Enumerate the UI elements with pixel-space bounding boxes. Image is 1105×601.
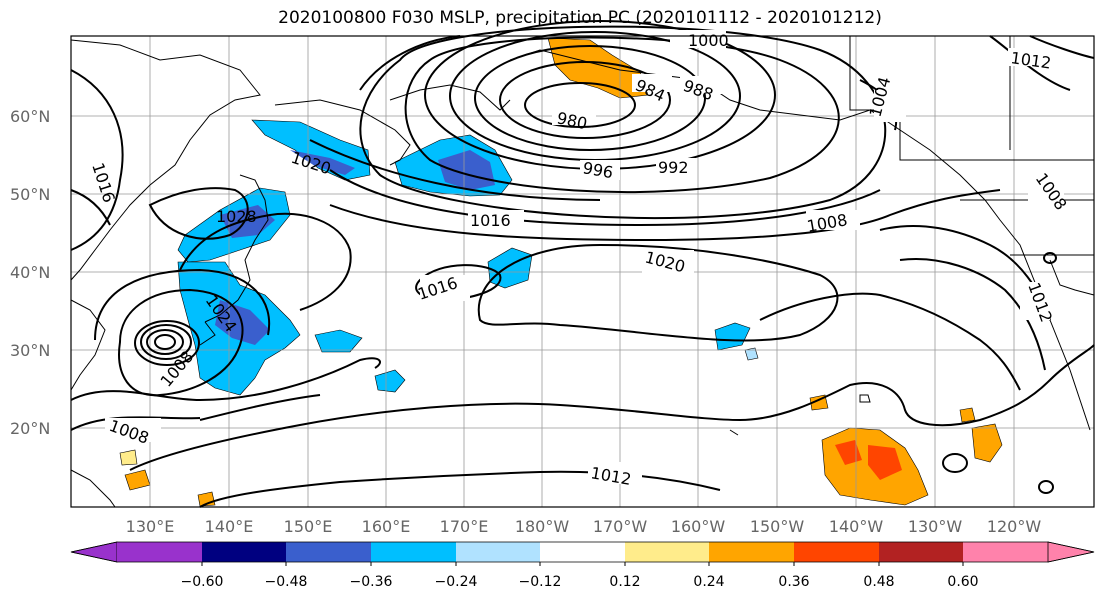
neg-region-kuril-core xyxy=(290,150,355,175)
pos-region-east-3 xyxy=(959,407,976,423)
lon-label: 160°W xyxy=(671,517,726,536)
colorbar-outline xyxy=(70,541,1095,563)
lon-label: 130°E xyxy=(126,517,175,536)
colorbar-swatch xyxy=(286,542,371,562)
colorbar-tick-label: −0.60 xyxy=(181,574,224,590)
colorbar-tick-label: −0.36 xyxy=(350,574,393,590)
lon-label: 130°W xyxy=(908,517,963,536)
longitude-labels: 130°E 140°E 150°E 160°E 170°E 180°W 170°… xyxy=(126,517,1042,536)
lon-label: 150°W xyxy=(750,517,805,536)
lon-label: 140°W xyxy=(829,517,884,536)
colorbar-tick-label: 0.48 xyxy=(863,574,894,590)
neg-region-pacific-4 xyxy=(374,369,406,393)
colorbar-ticks: −0.60 −0.48 −0.36 −0.24 −0.12 0.12 0.24 … xyxy=(181,574,979,590)
colorbar-swatch xyxy=(456,542,540,562)
colorbar-swatch xyxy=(202,542,286,562)
neg-region-pacific-5 xyxy=(744,347,759,361)
map-panel: 1000 980 984 988 992 996 1004 1012 1016 … xyxy=(70,20,1095,508)
colorbar-swatch xyxy=(794,542,879,562)
map-title: 2020100800 F030 MSLP, precipitation PC (… xyxy=(278,8,882,28)
lat-label-20n: 20°N xyxy=(10,419,50,438)
lon-label: 160°E xyxy=(362,517,411,536)
lat-label-60n: 60°N xyxy=(10,107,50,126)
lon-label: 150°E xyxy=(284,517,333,536)
isobar-labels: 1000 980 984 988 992 996 1004 1012 1016 … xyxy=(88,30,1071,489)
isobar-label: 1028 xyxy=(216,207,257,226)
colorbar-tick-label: −0.12 xyxy=(519,574,562,590)
colorbar-swatch xyxy=(709,542,794,562)
lon-label: 170°E xyxy=(440,517,489,536)
lon-label: 170°W xyxy=(593,517,648,536)
lat-label-30n: 30°N xyxy=(10,341,50,360)
colorbar-swatch xyxy=(625,542,709,562)
colorbar-arrow-left xyxy=(70,541,118,563)
lon-label: 180°W xyxy=(515,517,570,536)
pos-region-hawaii-core2 xyxy=(868,445,902,480)
colorbar-swatch xyxy=(117,542,202,562)
neg-region-pacific-3 xyxy=(314,329,363,353)
pos-region-hawaii-core xyxy=(835,440,862,465)
colorbar-tick-label: 0.24 xyxy=(693,574,724,590)
isobar-label: 1000 xyxy=(688,31,729,50)
pos-region-east-1 xyxy=(971,423,1003,463)
shading-layer xyxy=(119,37,1003,507)
colorbar-tick-label: −0.24 xyxy=(435,574,478,590)
colorbar-arrow-right xyxy=(1047,541,1095,563)
colorbar-swatch xyxy=(879,542,963,562)
pos-region-alaska xyxy=(547,37,649,99)
colorbar-tick-label: 0.60 xyxy=(947,574,978,590)
lon-label: 140°E xyxy=(205,517,254,536)
lon-label: 120°W xyxy=(987,517,1042,536)
isobars xyxy=(70,20,1095,508)
lat-label-50n: 50°N xyxy=(10,185,50,204)
lat-label-40n: 40°N xyxy=(10,263,50,282)
colorbar-tick-label: −0.48 xyxy=(265,574,308,590)
colorbar-swatch xyxy=(963,542,1048,562)
colorbar-tick-label: 0.36 xyxy=(778,574,809,590)
neg-region-bering-core xyxy=(438,150,495,190)
colorbar-tick-label: 0.12 xyxy=(609,574,640,590)
map-border xyxy=(70,35,1095,508)
colorbar-swatch xyxy=(540,542,625,562)
neg-region-pacific-2 xyxy=(714,322,751,351)
colorbar-swatch xyxy=(371,542,456,562)
isobar-label: 992 xyxy=(658,158,689,177)
colorbar: −0.60 −0.48 −0.36 −0.24 −0.12 0.12 0.24 … xyxy=(70,541,1095,590)
latitude-labels: 60°N 50°N 40°N 30°N 20°N xyxy=(10,107,50,438)
isobar-label: 1016 xyxy=(470,211,511,230)
pos-region-west-3 xyxy=(119,449,138,466)
colorbar-swatches xyxy=(70,541,1095,566)
